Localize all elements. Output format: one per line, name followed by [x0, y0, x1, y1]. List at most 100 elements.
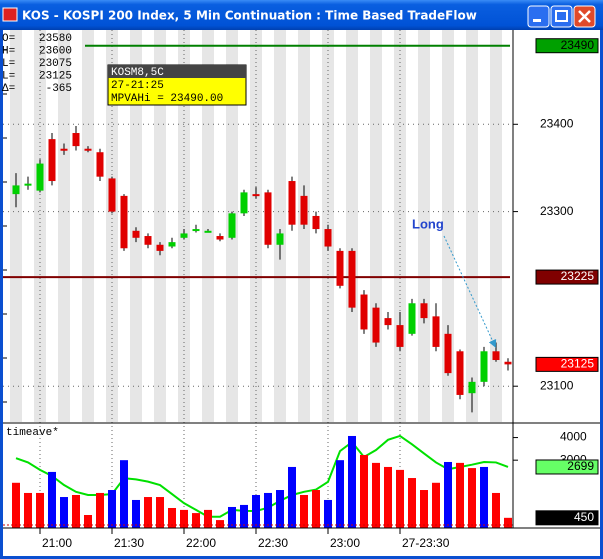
info-value: -365 [46, 83, 72, 95]
volume-bar [36, 492, 44, 528]
series-name: timeave* [6, 427, 59, 439]
volume-bar [468, 468, 476, 528]
candle-body [120, 195, 128, 249]
candle-body [156, 244, 164, 251]
candle-body [408, 303, 416, 334]
candle-body [432, 316, 440, 347]
info-value: 23125 [39, 70, 72, 82]
volume-bar [360, 454, 368, 528]
volume-bar [396, 469, 404, 528]
volume-bar [204, 509, 212, 528]
bar-stripe [442, 30, 454, 422]
volume-bar [336, 460, 344, 528]
volume-bar [276, 490, 284, 528]
candle-body [192, 229, 200, 232]
x-tick-label: 21:30 [114, 536, 144, 550]
candle-body [420, 303, 428, 319]
maximize-button[interactable] [550, 5, 573, 28]
candle-body [132, 230, 140, 238]
x-tick-label: 27-23:30 [402, 536, 450, 550]
candle-body [168, 242, 176, 247]
candle-body [300, 195, 308, 225]
volume-bar [156, 497, 164, 528]
candle-body [288, 181, 296, 225]
window-title: KOS - KOSPI 200 Index, 5 Min Continuatio… [22, 9, 477, 23]
volume-bar [168, 507, 176, 528]
last-value-box [535, 459, 599, 475]
volume-bar [324, 499, 332, 528]
volume-bar [408, 478, 416, 528]
candle-body [396, 325, 404, 347]
volume-bar [24, 492, 32, 528]
bar-stripe [346, 30, 358, 422]
volume-bar [192, 513, 200, 528]
info-label: H= [2, 45, 15, 57]
info-value: 23600 [39, 45, 72, 57]
close-button[interactable] [573, 5, 596, 28]
volume-bar [264, 492, 272, 528]
volume-bar [96, 492, 104, 528]
volume-bar [456, 462, 464, 528]
volume-bar [240, 504, 248, 528]
plot-area: 21:00 21:30 22:00 22:30 23:00 27-23:30 23100 23… [2, 30, 599, 550]
x-tick-label: 22:00 [186, 536, 216, 550]
candle-body [60, 148, 68, 151]
candle-body [84, 148, 92, 151]
bar-stripe [58, 30, 70, 422]
volume-bar [180, 509, 188, 528]
last-price-label: 23125 [561, 357, 595, 371]
annotation-arrow [443, 235, 497, 348]
x-tick-label: 22:30 [258, 536, 288, 550]
x-tick-label: 23:00 [330, 536, 360, 550]
bar-stripe [10, 30, 22, 422]
bar-stripe [370, 30, 382, 422]
candle-body [204, 230, 212, 233]
candle-body [96, 152, 104, 177]
volume-bar [12, 482, 20, 528]
info-label: L= [2, 70, 15, 82]
volume-bar [300, 494, 308, 528]
tooltip-header [108, 65, 246, 78]
candle-body [444, 333, 452, 374]
volume-bar [384, 466, 392, 528]
y-tick-label: 4000 [560, 430, 587, 444]
candle-body [24, 183, 32, 186]
volume-bar [108, 490, 116, 528]
candle-body [48, 139, 56, 182]
bar-stripe [418, 30, 430, 422]
y-tick-label: 23300 [540, 204, 574, 218]
volume-bar [252, 494, 260, 528]
last-value-label: 2699 [567, 459, 594, 473]
candle-body [36, 163, 44, 191]
volume-bar [492, 492, 500, 528]
bar-stripe [154, 30, 166, 422]
volume-bar [288, 466, 296, 528]
price-level-box [535, 38, 599, 54]
last-value-label: 450 [574, 510, 594, 524]
volume-bar [84, 515, 92, 528]
candle-body [180, 233, 188, 238]
volume-bar [72, 494, 80, 528]
volume-bar [444, 461, 452, 528]
info-value: 23580 [39, 33, 72, 45]
y-tick-label: 23100 [540, 378, 574, 392]
candle-body [324, 229, 332, 247]
info-label: O= [2, 33, 15, 45]
candle-body [336, 250, 344, 286]
minimize-button[interactable] [527, 5, 550, 28]
bar-stripe [82, 30, 94, 422]
volume-bar [312, 490, 320, 528]
title-bar [0, 0, 603, 30]
candle-body [108, 178, 116, 212]
volume-bar [420, 490, 428, 528]
info-value: 23075 [39, 58, 72, 70]
volume-bar [60, 497, 68, 528]
bar-stripe [466, 30, 478, 422]
candle-body [492, 351, 500, 361]
volume-bar [120, 460, 128, 528]
candle-body [456, 351, 464, 395]
candle-body [144, 236, 152, 245]
volume-bar [432, 482, 440, 528]
candle-body [240, 192, 248, 214]
